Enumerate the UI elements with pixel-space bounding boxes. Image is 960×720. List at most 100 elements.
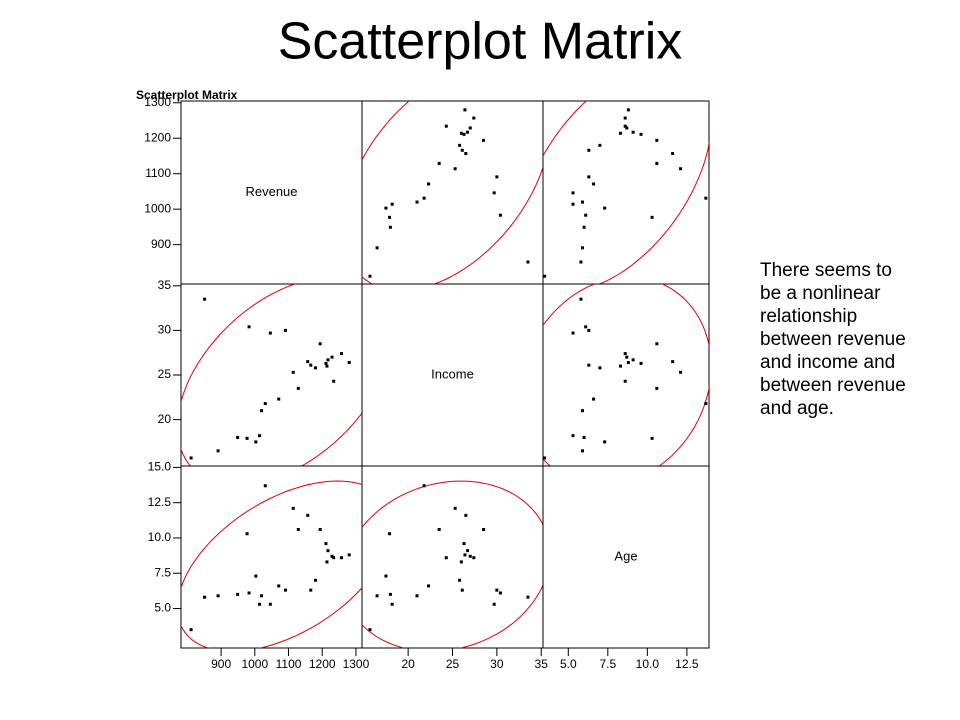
point: [460, 588, 464, 592]
point: [492, 602, 496, 606]
point: [245, 532, 249, 536]
point: [283, 328, 287, 332]
note: There seems to be a nonlinear relationship…: [760, 259, 906, 420]
point: [453, 167, 457, 171]
point: [258, 434, 262, 438]
point: [324, 361, 328, 365]
point: [472, 116, 476, 120]
point: [582, 225, 586, 229]
point: [296, 386, 300, 390]
point: [623, 116, 627, 120]
cell: [361, 100, 544, 285]
point: [704, 196, 708, 200]
point: [247, 591, 251, 595]
point: [623, 352, 627, 356]
y-tick-label: 15.0: [148, 460, 172, 474]
point: [584, 325, 588, 329]
density-ellipse: [543, 101, 709, 284]
point: [466, 549, 470, 553]
point: [671, 151, 675, 155]
point: [655, 161, 659, 165]
point: [618, 364, 622, 368]
point: [625, 126, 629, 130]
point: [306, 360, 310, 364]
point: [277, 584, 281, 588]
point: [296, 527, 300, 531]
point: [388, 592, 392, 596]
point: [571, 202, 575, 206]
y-tick-label: 25: [158, 367, 172, 381]
point: [216, 594, 220, 598]
point: [313, 578, 317, 582]
point: [332, 379, 336, 383]
point: [325, 364, 329, 368]
point: [263, 402, 267, 406]
point: [258, 602, 262, 606]
variable-label: Income: [431, 366, 474, 381]
y-tick-label: 35: [158, 278, 172, 292]
x-tick-label: 12.5: [675, 657, 699, 671]
point: [631, 130, 635, 134]
chart-title: Scatterplot Matrix: [136, 88, 238, 102]
y-tick-label: 900: [151, 237, 171, 251]
point: [581, 246, 585, 250]
y-tick-label: 10.0: [148, 530, 172, 544]
point: [650, 436, 654, 440]
point: [427, 182, 431, 186]
x-tick-label: 7.5: [599, 657, 616, 671]
point: [598, 366, 602, 370]
point: [571, 434, 575, 438]
density-ellipse: [181, 284, 362, 466]
slide-title: Scatterplot Matrix: [278, 13, 683, 71]
point: [318, 527, 322, 531]
point: [375, 246, 379, 250]
point: [618, 131, 622, 135]
variable-label: Age: [614, 548, 637, 563]
point: [626, 108, 630, 112]
x-tick-label: 10.0: [636, 657, 660, 671]
x-tick-label: 1300: [343, 657, 370, 671]
point: [543, 456, 547, 460]
point: [388, 225, 392, 229]
point: [571, 191, 575, 195]
point: [592, 397, 596, 401]
point: [444, 124, 448, 128]
point: [415, 200, 419, 204]
point: [650, 215, 654, 219]
variable-label: Revenue: [245, 184, 297, 199]
point: [584, 213, 588, 217]
point: [388, 215, 392, 219]
point: [453, 506, 457, 510]
point: [260, 594, 264, 598]
point: [236, 592, 240, 596]
point: [458, 578, 462, 582]
point: [462, 542, 466, 546]
point: [482, 138, 486, 142]
x-tick-label: 30: [490, 657, 504, 671]
point: [526, 260, 530, 264]
point: [587, 175, 591, 179]
point: [464, 513, 468, 517]
point: [472, 556, 476, 560]
point: [325, 560, 329, 564]
point: [313, 366, 317, 370]
point: [339, 556, 343, 560]
point: [704, 402, 708, 406]
point: [437, 527, 441, 531]
point: [326, 549, 330, 553]
point: [464, 151, 468, 155]
point: [427, 584, 431, 588]
x-tick-label: 1200: [309, 657, 336, 671]
y-tick-label: 1300: [144, 95, 171, 109]
point: [268, 602, 272, 606]
point: [326, 358, 330, 362]
point: [460, 148, 464, 152]
point: [592, 182, 596, 186]
note-line: and age.: [760, 398, 834, 419]
point: [459, 560, 463, 564]
point: [623, 124, 627, 128]
point: [462, 132, 466, 136]
y-tick-label: 20: [158, 412, 172, 426]
x-tick-label: 35: [535, 657, 549, 671]
point: [309, 363, 313, 367]
